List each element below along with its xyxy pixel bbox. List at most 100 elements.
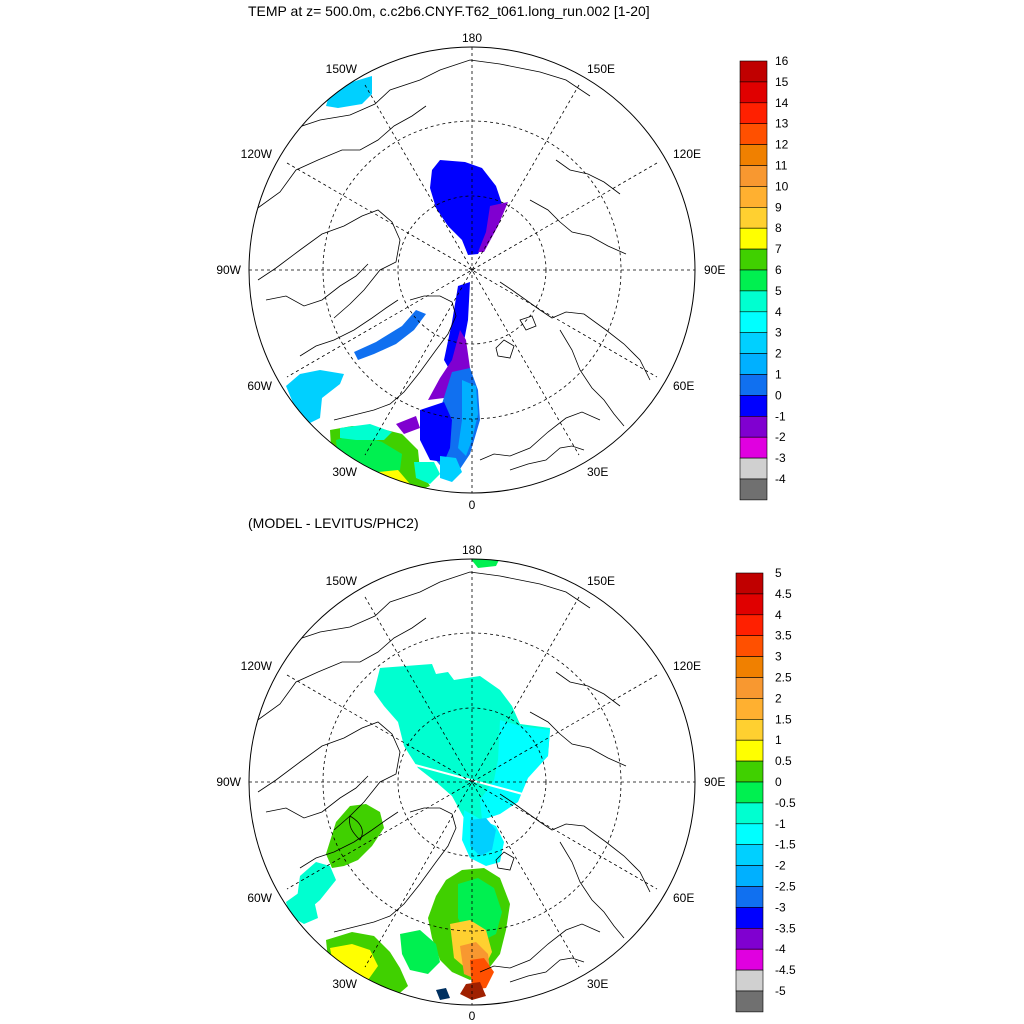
colorbar-tick-label: 1.5 (775, 712, 792, 726)
colorbar-swatch (739, 186, 768, 208)
colorbar-bottom: 5 4.5 4 3.5 3 2.5 2 1.5 1 0.5 0 -0.5 -1 -1.5 -2 -2.5 -3 -… (735, 566, 796, 1013)
colorbar-swatch (739, 227, 768, 250)
colorbar-swatch (739, 311, 768, 333)
colorbar-tick-label: 15 (775, 75, 789, 89)
graticule-top (249, 47, 695, 493)
lon-label-150e: 150E (587, 62, 615, 76)
colorbar-swatch (735, 635, 764, 657)
field-fram-tongue-blue (444, 282, 470, 374)
colorbar-swatch (735, 865, 764, 887)
field-baffin-strip (354, 310, 426, 360)
colorbar-tick-label: 9 (775, 200, 782, 214)
colorbar-swatch (735, 969, 764, 992)
colorbar-tick-label: 13 (775, 117, 789, 131)
colorbar-swatch (735, 990, 764, 1013)
colorbar-tick-label: 4 (775, 608, 782, 622)
colorbar-tick-label: 2 (775, 691, 782, 705)
field-labrador-cyan (286, 370, 344, 424)
colorbar-tick-label: 7 (775, 242, 782, 256)
colorbar-tick-label: 1 (775, 368, 782, 382)
colorbar-tick-label: 5 (775, 284, 782, 298)
colorbar-tick-label: 8 (775, 221, 782, 235)
colorbar-swatch (735, 781, 764, 804)
field-nordic-darkblue (420, 402, 452, 462)
colorbar-tick-label: -1 (775, 409, 786, 423)
colorbar-tick-label: -1.5 (775, 838, 796, 852)
colorbar-swatch (735, 844, 764, 866)
field-nordic-cyan (440, 456, 462, 482)
colorbar-swatch (739, 207, 768, 229)
lon-label-180: 180 (462, 543, 482, 557)
colorbar-tick-label: 3 (775, 650, 782, 664)
lon-label-150w: 150W (326, 574, 358, 588)
coastlines-top (254, 59, 651, 471)
colorbar-tick-label: 14 (775, 96, 789, 110)
plot-title-difference: (MODEL - LEVITUS/PHC2) (248, 515, 419, 531)
lon-label-120e: 120E (673, 147, 701, 161)
colorbar-swatch (735, 739, 764, 762)
field-baffin-green (326, 804, 384, 868)
lon-label-60e: 60E (673, 891, 694, 905)
colorbar-tick-label: -4 (775, 942, 786, 956)
colorbar-swatch (735, 907, 764, 929)
lon-label-120w: 120W (241, 659, 273, 673)
lon-label-90w: 90W (216, 263, 241, 277)
colorbar-tick-label: -3 (775, 451, 786, 465)
lon-label-30e: 30E (587, 977, 608, 991)
graticule-bottom (249, 559, 695, 1005)
map-top-fields (254, 59, 651, 493)
lon-label-30w: 30W (332, 465, 357, 479)
colorbar-tick-label: -3.5 (775, 921, 796, 935)
field-nordic-red (470, 958, 494, 990)
colorbar-tick-label: 4 (775, 305, 782, 319)
colorbar-tick-label: 12 (775, 138, 789, 152)
colorbar-swatch (739, 415, 768, 438)
field-nordic-purple-spot (396, 416, 420, 434)
colorbar-tick-label: 3.5 (775, 629, 792, 643)
field-basin-cyan (480, 720, 550, 820)
colorbar-swatch (739, 123, 768, 145)
field-nordic-darkred (460, 982, 486, 1000)
colorbar-tick-label: -4 (775, 472, 786, 486)
colorbar-swatch (739, 290, 768, 313)
colorbar-tick-label: 16 (775, 54, 789, 68)
colorbar-tick-label: 10 (775, 179, 789, 193)
map-bottom: 180 0 150W 150E 120W 120E 90W 90E 60W 60… (216, 543, 725, 1023)
colorbar-tick-label: 4.5 (775, 587, 792, 601)
colorbar-tick-label: 0 (775, 388, 782, 402)
colorbar-swatch (739, 374, 768, 396)
lon-label-0: 0 (469, 498, 476, 512)
field-atlantic-teal (414, 462, 440, 484)
colorbar-tick-label: 0 (775, 775, 782, 789)
colorbar-tick-label: 5 (775, 566, 782, 580)
colorbar-swatch (739, 81, 768, 104)
colorbar-tick-label: 6 (775, 263, 782, 277)
colorbar-swatch (739, 269, 768, 292)
lon-label-60w: 60W (247, 379, 272, 393)
lon-label-150w: 150W (326, 62, 358, 76)
lon-label-180: 180 (462, 31, 482, 45)
map-top-border (248, 46, 696, 494)
colorbar-swatch (735, 927, 764, 950)
lon-label-60e: 60E (673, 379, 694, 393)
colorbar-swatch (739, 436, 768, 459)
colorbar-tick-label: 0.5 (775, 754, 792, 768)
colorbar-swatch (739, 102, 768, 125)
lon-label-150e: 150E (587, 574, 615, 588)
colorbar-swatch (739, 395, 768, 417)
colorbar-swatch (735, 760, 764, 783)
colorbar-swatch (739, 165, 768, 187)
lon-label-120w: 120W (241, 147, 273, 161)
coastlines-bottom (254, 571, 651, 983)
colorbar-swatch (735, 572, 764, 595)
lon-label-0: 0 (469, 1009, 476, 1023)
map-bottom-fields (254, 559, 651, 1000)
colorbar-tick-label: -4.5 (775, 963, 796, 977)
colorbar-tick-label: -1 (775, 817, 786, 831)
colorbar-swatch (739, 353, 768, 375)
colorbar-swatch (735, 698, 764, 720)
lon-label-90w: 90W (216, 775, 241, 789)
colorbar-swatch (735, 656, 764, 678)
seam-line (403, 761, 531, 797)
